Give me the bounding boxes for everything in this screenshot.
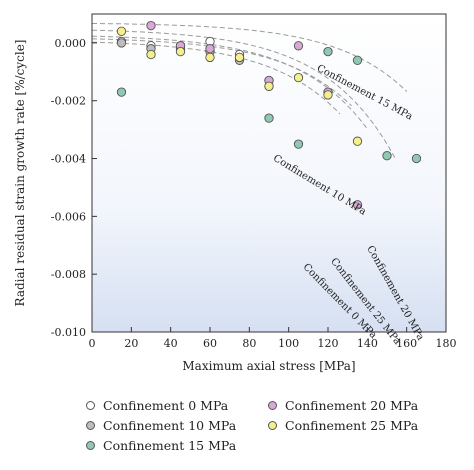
legend-item-10mpa: Confinement 10 MPa xyxy=(86,418,236,433)
x-tick-label: 0 xyxy=(89,337,96,350)
fit-curve xyxy=(92,38,352,107)
data-point xyxy=(352,200,363,210)
data-point xyxy=(205,44,215,54)
legend-item-0mpa: Confinement 0 MPa xyxy=(86,398,228,413)
x-tick-label: 140 xyxy=(357,337,378,350)
x-tick-label: 40 xyxy=(164,337,178,350)
fit-curves xyxy=(92,23,408,159)
data-point xyxy=(146,49,156,60)
y-axis: 0.000 -0.002 -0.004 -0.006 -0.008 -0.010 xyxy=(51,37,97,339)
data-point xyxy=(323,90,333,100)
x-tick-label: 80 xyxy=(242,337,256,350)
y-tick-label: -0.006 xyxy=(51,210,86,223)
y-tick-label: -0.004 xyxy=(51,153,86,166)
legend-marker-icon xyxy=(86,441,95,450)
legend-label: Confinement 10 MPa xyxy=(103,418,237,433)
y-tick-label: -0.010 xyxy=(51,326,86,339)
data-point xyxy=(175,46,186,57)
x-tick-label: 60 xyxy=(203,337,217,350)
legend-label: Confinement 20 MPa xyxy=(285,398,419,413)
data-point xyxy=(205,52,215,63)
legend-marker-icon xyxy=(268,401,277,410)
fit-curve xyxy=(92,29,396,159)
data-points xyxy=(116,20,422,210)
legend-marker-icon xyxy=(86,421,95,430)
data-point xyxy=(264,113,274,123)
x-tick-label: 160 xyxy=(396,337,417,350)
data-point xyxy=(352,136,363,146)
data-point xyxy=(293,72,304,83)
x-axis-label: Maximum axial stress [MPa] xyxy=(182,359,355,373)
data-point xyxy=(293,139,304,149)
data-point xyxy=(146,20,156,31)
y-tick-label: 0.000 xyxy=(55,37,87,50)
data-point xyxy=(116,87,127,97)
x-tick-label: 120 xyxy=(318,337,339,350)
data-point xyxy=(116,38,127,48)
y-tick-label: -0.002 xyxy=(51,95,86,108)
x-tick-label: 100 xyxy=(278,337,299,350)
data-point xyxy=(264,81,274,91)
legend-item-25mpa: Confinement 25 MPa xyxy=(268,418,418,433)
legend-label: Confinement 0 MPa xyxy=(103,398,229,413)
legend-label: Confinement 25 MPa xyxy=(285,418,419,433)
legend-marker-icon xyxy=(268,421,277,430)
data-point xyxy=(352,55,363,65)
data-point xyxy=(411,153,422,164)
y-tick-label: -0.008 xyxy=(51,268,86,281)
plot-frame xyxy=(91,13,447,333)
fit-curve xyxy=(92,23,408,92)
data-point xyxy=(234,52,245,63)
legend-marker-icon xyxy=(86,401,95,410)
x-axis: 0 20 40 60 80 100 120 140 160 180 xyxy=(89,327,457,350)
fit-curve xyxy=(92,35,368,130)
legend-item-20mpa: Confinement 20 MPa xyxy=(268,398,418,413)
x-tick-label: 20 xyxy=(124,337,138,350)
data-point xyxy=(293,41,304,51)
legend-item-15mpa: Confinement 15 MPa xyxy=(86,438,236,453)
data-point xyxy=(116,26,127,36)
data-point xyxy=(382,151,392,161)
data-point xyxy=(323,46,333,57)
x-tick-label: 180 xyxy=(436,337,457,350)
y-axis-label: Radial residual strain growth rate [%/cy… xyxy=(13,40,27,307)
legend-label: Confinement 15 MPa xyxy=(103,438,237,453)
